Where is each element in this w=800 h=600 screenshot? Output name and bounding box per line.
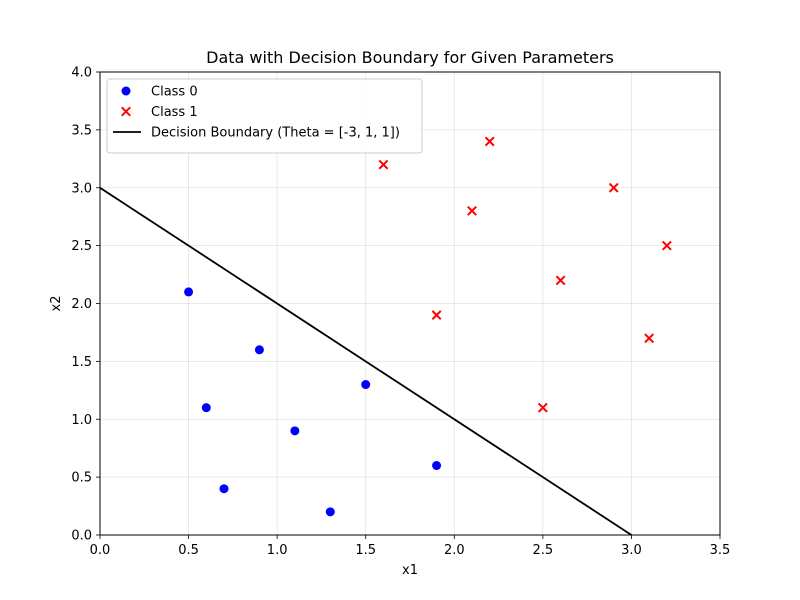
y-tick-label: 2.5 (71, 239, 92, 254)
legend-marker-swatch (121, 86, 131, 96)
x-tick-label: 3.5 (710, 543, 731, 558)
x-tick-label: 0.5 (178, 543, 199, 558)
y-axis-label: x2 (49, 296, 64, 312)
class-1-point (484, 136, 495, 147)
class-1-point (378, 159, 389, 170)
x-axis-label: x1 (402, 563, 418, 578)
class-1-point (555, 275, 566, 286)
class-1-point (431, 310, 442, 320)
y-tick-label: 1.0 (71, 413, 92, 428)
class-0-point (432, 461, 442, 471)
class-1-point (608, 182, 619, 193)
x-tick-label: 2.5 (533, 543, 554, 558)
class-0-point (219, 484, 229, 494)
class-1-point (537, 402, 548, 413)
legend-box (106, 78, 423, 154)
legend-entry-label: Class 1 (151, 105, 198, 120)
y-tick-label: 3.0 (71, 181, 92, 196)
class-1-point (661, 240, 672, 251)
legend-marker-swatch (121, 106, 131, 117)
x-tick-label: 3.0 (621, 543, 642, 558)
plot-area (100, 136, 672, 535)
class-1-point (644, 333, 655, 344)
y-tick-label: 0.0 (71, 529, 92, 544)
class-0-point (254, 345, 264, 355)
chart-title: Data with Decision Boundary for Given Pa… (206, 48, 614, 67)
x-tick-label: 0.0 (90, 543, 111, 558)
x-tick-label: 2.0 (444, 543, 465, 558)
decision-boundary-line (100, 186, 632, 535)
class-1-point (467, 205, 477, 216)
legend: Class 0 Class 1 Decision Boundary (Theta =… (106, 78, 423, 154)
class-0-point (201, 403, 211, 413)
y-tick-label: 0.5 (71, 471, 92, 486)
legend-entry-label: Class 0 (151, 85, 198, 100)
class-0-point (325, 507, 335, 517)
y-tick-label: 1.5 (71, 355, 92, 370)
x-tick-label: 1.0 (267, 543, 288, 558)
class-0-point (361, 380, 371, 390)
class-0-point (290, 426, 300, 436)
class-0-point (184, 287, 194, 297)
y-tick-label: 2.0 (71, 297, 92, 312)
legend-entry-label: Decision Boundary (Theta = [-3, 1, 1]) (151, 126, 400, 141)
y-tick-label: 3.5 (71, 123, 92, 138)
axis-ticks: 0.0 0.5 1.0 1.5 2.0 2.5 3.0 3.5 0.0 0.5 1.0 1.5 2.0 2… (71, 66, 730, 559)
x-tick-label: 1.5 (355, 543, 376, 558)
y-tick-label: 4.0 (71, 66, 92, 81)
